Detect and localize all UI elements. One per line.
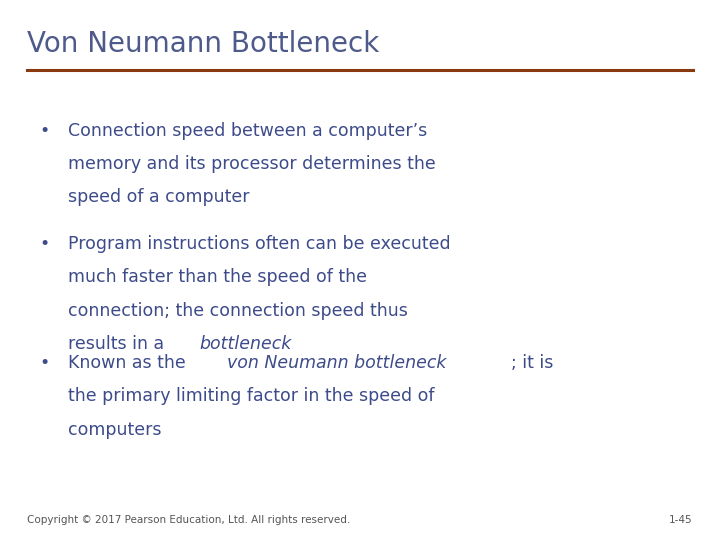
Text: Connection speed between a computer’s: Connection speed between a computer’s	[68, 122, 428, 139]
Text: Von Neumann Bottleneck: Von Neumann Bottleneck	[27, 30, 379, 58]
Text: •: •	[40, 354, 50, 372]
Text: computers: computers	[68, 421, 162, 438]
Text: Program instructions often can be executed: Program instructions often can be execut…	[68, 235, 451, 253]
Text: Copyright © 2017 Pearson Education, Ltd. All rights reserved.: Copyright © 2017 Pearson Education, Ltd.…	[27, 515, 351, 525]
Text: connection; the connection speed thus: connection; the connection speed thus	[68, 302, 408, 320]
Text: results in a: results in a	[68, 335, 170, 353]
Text: •: •	[40, 235, 50, 253]
Text: the primary limiting factor in the speed of: the primary limiting factor in the speed…	[68, 387, 435, 405]
Text: 1-45: 1-45	[669, 515, 693, 525]
Text: bottleneck: bottleneck	[199, 335, 292, 353]
Text: speed of a computer: speed of a computer	[68, 188, 250, 206]
Text: ; it is: ; it is	[510, 354, 553, 372]
Text: von Neumann bottleneck: von Neumann bottleneck	[228, 354, 447, 372]
Text: Known as the: Known as the	[68, 354, 192, 372]
Text: much faster than the speed of the: much faster than the speed of the	[68, 268, 367, 286]
Text: memory and its processor determines the: memory and its processor determines the	[68, 155, 436, 173]
Text: •: •	[40, 122, 50, 139]
